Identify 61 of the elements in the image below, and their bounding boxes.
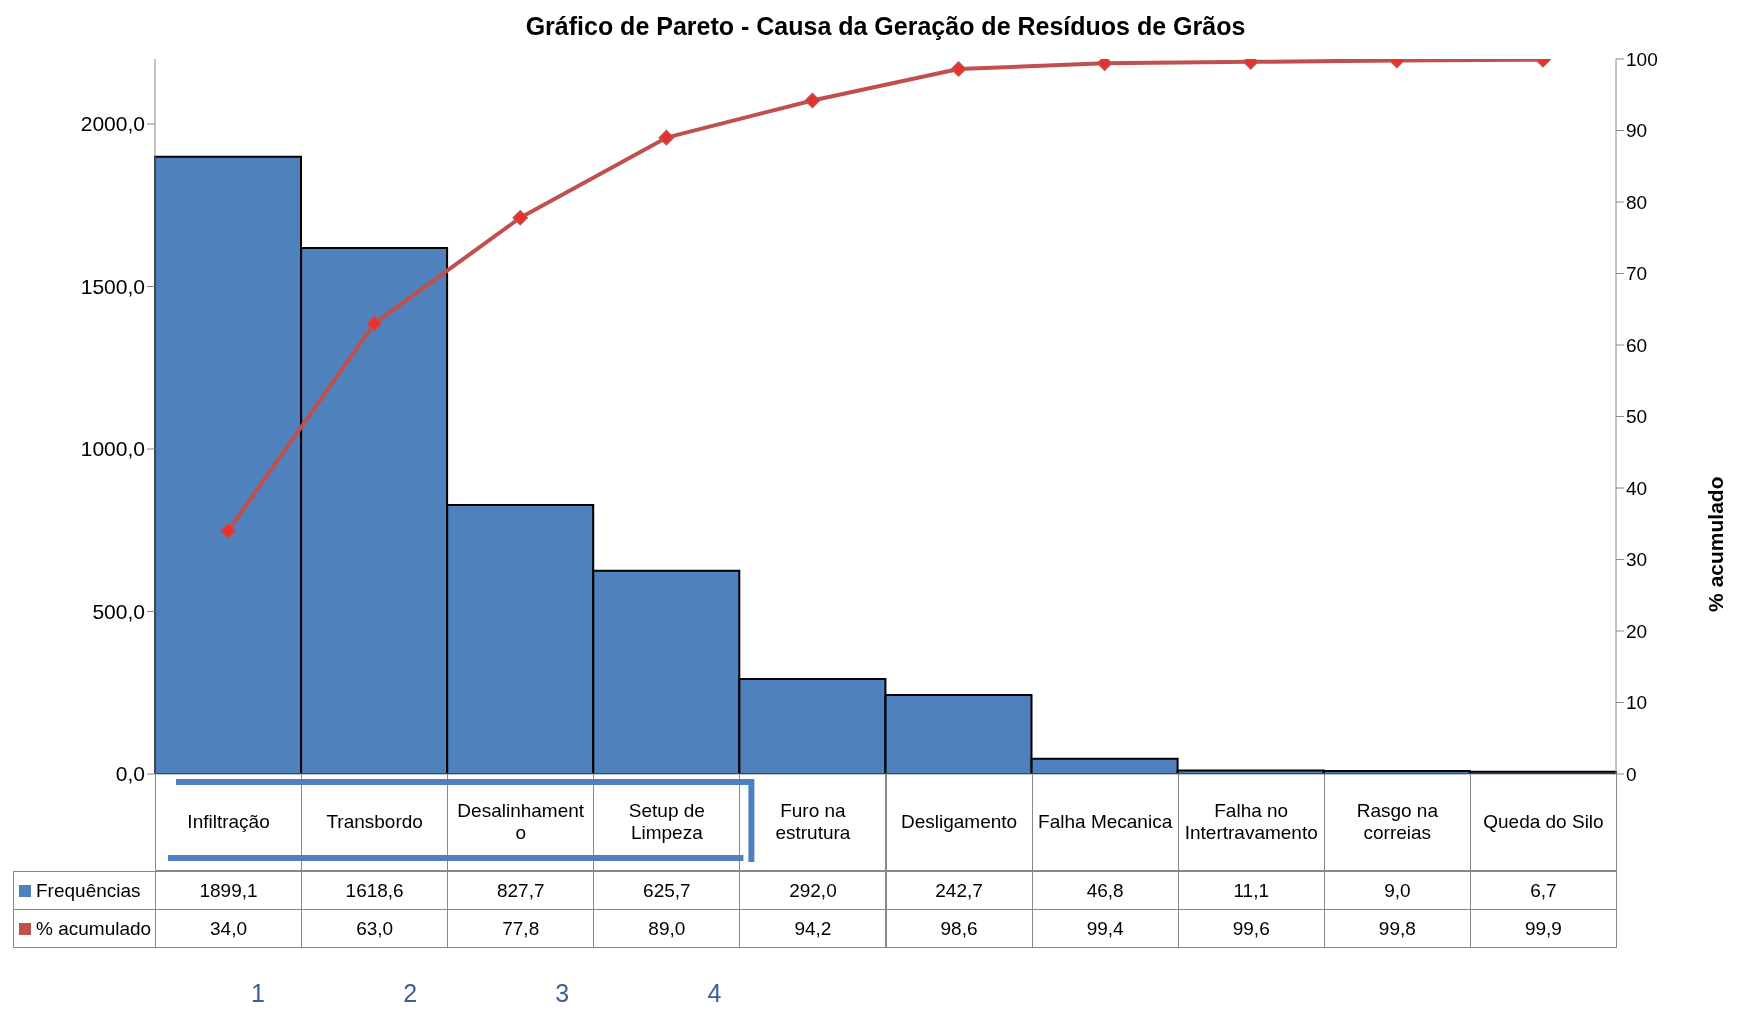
- text: 2: [403, 979, 418, 1008]
- data-label: 11,1: [1177, 871, 1325, 910]
- data-label: 99,4: [1031, 909, 1179, 948]
- x-tick-label: Queda do Silo: [1469, 774, 1617, 871]
- y-tick-label: 1500,0: [80, 274, 145, 298]
- data-label: 63,0: [301, 909, 449, 948]
- text: 1: [251, 979, 265, 1008]
- data-label: 46,8: [1031, 871, 1179, 910]
- x-tick-label: Rasgo na correias: [1323, 774, 1471, 871]
- point: [950, 61, 967, 77]
- x-tick-label: Furo na estrutura: [739, 774, 887, 871]
- data-label: 1618,6: [301, 871, 449, 910]
- chart-title: Gráfico de Pareto - Causa da Geração de Resíduos de Grãos: [524, 12, 1247, 41]
- data-label: 94,2: [739, 909, 887, 948]
- y-tick-label: 0,0: [115, 762, 145, 786]
- y-tick-label: 1000,0: [80, 437, 145, 461]
- data-label: 99,9: [1469, 909, 1617, 948]
- y2-tick-label: 80: [1626, 191, 1648, 213]
- point: [658, 129, 675, 146]
- y-tick-label: 500,0: [92, 599, 145, 623]
- x-tick-label: Setup de Limpeza: [593, 774, 741, 871]
- point: [804, 92, 821, 109]
- y2-tick-label: 30: [1626, 549, 1648, 571]
- x-tick-label: Transbordo: [301, 774, 449, 871]
- y2-tick-label: 40: [1626, 477, 1648, 499]
- y2-tick-label: 20: [1626, 620, 1648, 642]
- text: 3: [555, 979, 570, 1008]
- x-tick-label: Desalinhamento: [447, 774, 595, 871]
- legend-label: % acumulado: [36, 917, 152, 940]
- legend-label: Frequências: [36, 879, 141, 902]
- x-tick-label: Desligamento: [885, 774, 1033, 871]
- data-label: 98,6: [885, 909, 1033, 948]
- text: 4: [707, 979, 722, 1008]
- y2-tick-label: 100: [1626, 48, 1658, 70]
- x-tick-label: Falha Mecanica: [1031, 774, 1179, 871]
- data-label: 99,6: [1177, 909, 1325, 948]
- point: [512, 209, 528, 226]
- y2-tick-label: 70: [1626, 263, 1648, 285]
- x-tick-label: Infiltração: [155, 774, 303, 871]
- point: [220, 523, 236, 539]
- y2-tick-label: 90: [1626, 120, 1648, 142]
- x-tick-label: Falha no Intertravamento: [1177, 774, 1325, 871]
- data-label: 99,8: [1323, 909, 1471, 948]
- data-label: 242,7: [885, 871, 1033, 910]
- data-label: 827,7: [447, 871, 595, 910]
- y2-tick-label: 50: [1626, 406, 1648, 428]
- point: [1096, 59, 1113, 72]
- data-label: 625,7: [593, 871, 741, 910]
- y-tick-label: 2000,0: [80, 112, 145, 136]
- y2-tick-label: 10: [1626, 692, 1648, 714]
- y2-axis-title: % acumulado: [1704, 476, 1728, 612]
- data-label: 89,0: [593, 909, 741, 948]
- data-label: 292,0: [739, 871, 887, 910]
- point: [366, 315, 382, 332]
- data-label: 9,0: [1323, 871, 1471, 910]
- data-label: 6,7: [1469, 871, 1617, 910]
- y2-tick-label: 60: [1626, 334, 1648, 356]
- data-label: 1899,1: [155, 871, 303, 910]
- data-label: 77,8: [447, 909, 595, 948]
- y2-tick-label: 0: [1626, 763, 1637, 785]
- data-label: 34,0: [155, 909, 303, 948]
